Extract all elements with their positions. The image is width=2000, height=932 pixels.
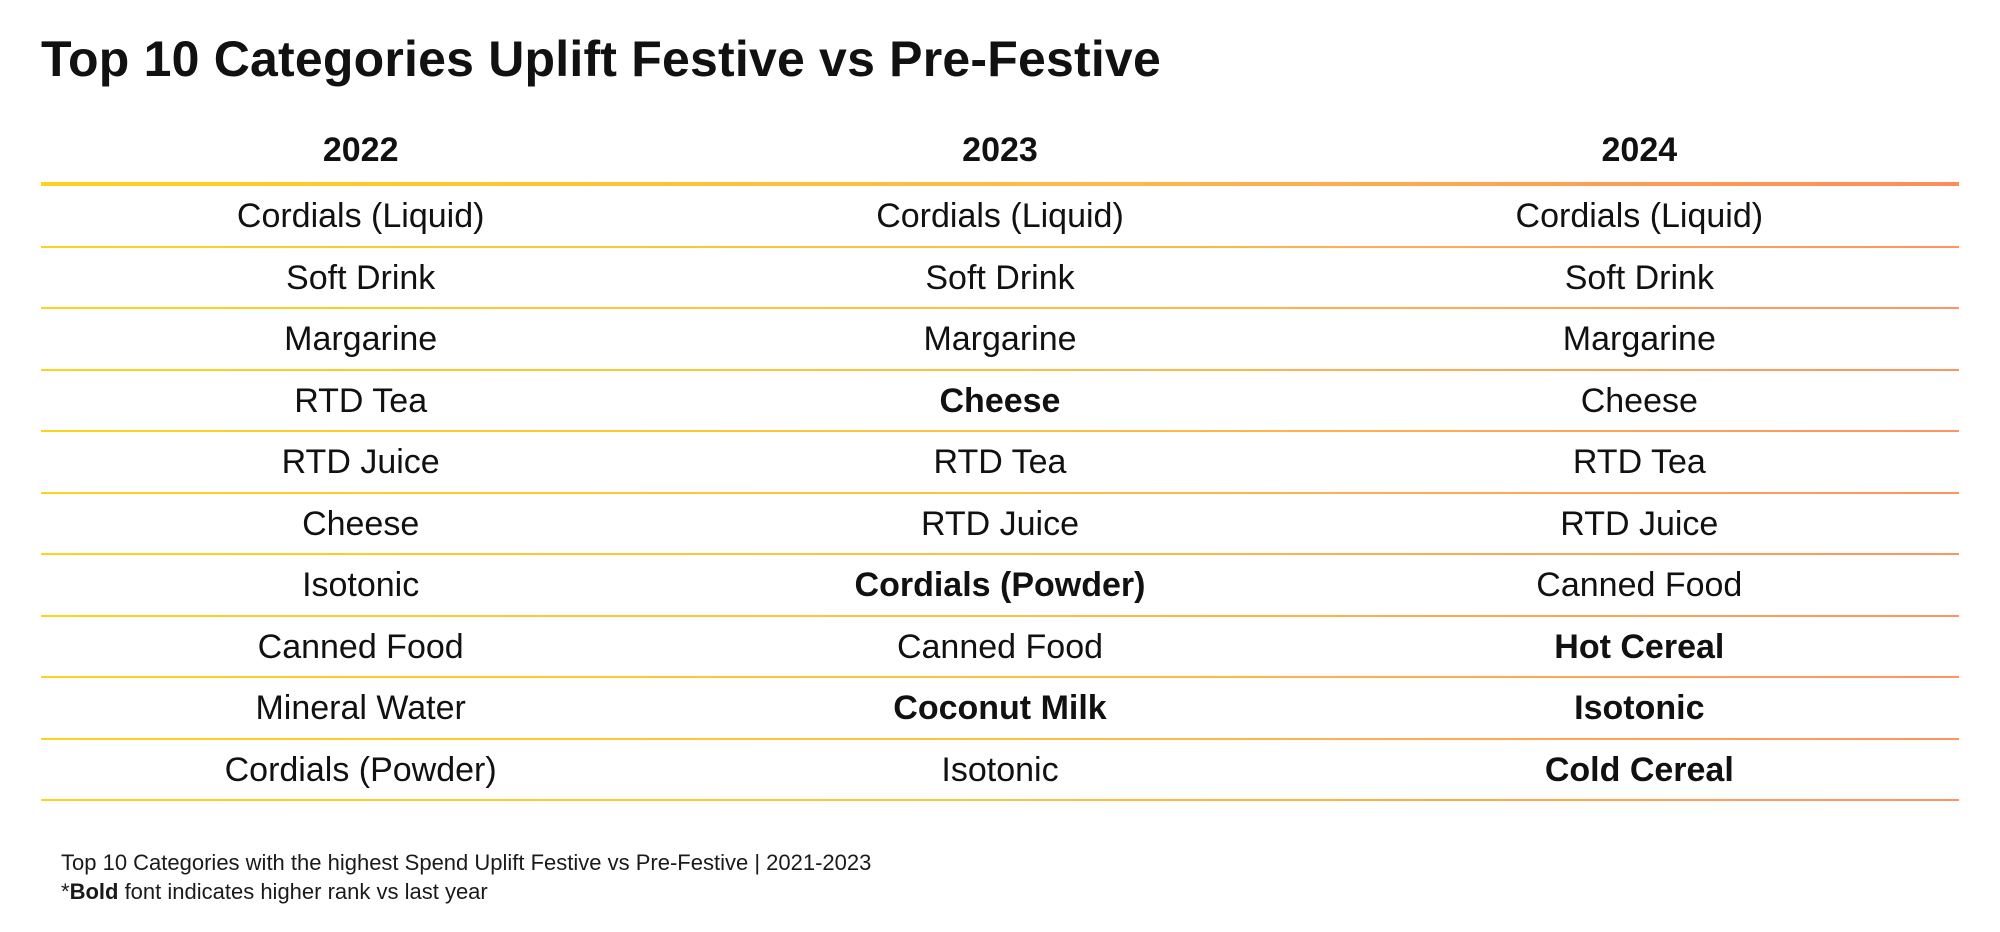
table-cell-2023: Coconut Milk: [893, 689, 1107, 728]
table-cell-2022: Canned Food: [257, 627, 464, 666]
table-cell-2024: Cold Cereal: [1544, 750, 1734, 789]
table-cell-2022: RTD Tea: [294, 381, 428, 420]
column-header-2023: 2023: [962, 130, 1038, 169]
header-divider: [41, 182, 1959, 186]
footnote-legend-text: font indicates higher rank vs last year: [118, 879, 488, 904]
table-cell-2022: Mineral Water: [255, 689, 466, 728]
table-row: RTD Tea Cheese Cheese: [41, 371, 1959, 433]
table-cell-2022: Cordials (Liquid): [236, 197, 485, 236]
footnote-asterisk: *: [61, 879, 70, 904]
table-row: Isotonic Cordials (Powder) Canned Food: [41, 555, 1959, 617]
table-row: Cordials (Powder) Isotonic Cold Cereal: [41, 740, 1959, 802]
page-title: Top 10 Categories Uplift Festive vs Pre-…: [41, 31, 1161, 87]
table-cell-2024: Canned Food: [1536, 566, 1743, 605]
footnote: Top 10 Categories with the highest Spend…: [61, 848, 871, 906]
table-cell-2023: Cheese: [939, 381, 1061, 420]
column-header-2022: 2022: [322, 130, 399, 169]
table-cell-2024: RTD Tea: [1572, 443, 1706, 482]
table-row: RTD Juice RTD Tea RTD Tea: [41, 432, 1959, 494]
table-cell-2024: Hot Cereal: [1554, 627, 1725, 666]
footnote-legend: *Bold font indicates higher rank vs last…: [61, 877, 871, 906]
table-cell-2024: Cordials (Liquid): [1515, 197, 1764, 236]
table-cell-2022: Soft Drink: [286, 258, 436, 297]
table-cell-2023: Cordials (Powder): [854, 566, 1146, 605]
table-cell-2024: Soft Drink: [1564, 258, 1714, 297]
table-cell-2022: Cheese: [302, 504, 420, 543]
ranking-table: 2022 2023 2024 Cordials (Liquid) Cordials…: [41, 118, 1959, 801]
table-cell-2023: RTD Juice: [920, 504, 1080, 543]
table-row: Cheese RTD Juice RTD Juice: [41, 494, 1959, 556]
table-row: Margarine Margarine Margarine: [41, 309, 1959, 371]
table-cell-2024: Margarine: [1562, 320, 1716, 359]
footnote-source: Top 10 Categories with the highest Spend…: [61, 850, 872, 875]
table-cell-2023: Canned Food: [896, 627, 1104, 666]
table-row: Cordials (Liquid) Cordials (Liquid) Cordia…: [41, 186, 1959, 248]
table-body: Cordials (Liquid) Cordials (Liquid) Cordia…: [41, 186, 1959, 801]
table-cell-2023: Cordials (Liquid): [876, 197, 1124, 236]
table-row: Soft Drink Soft Drink Soft Drink: [41, 248, 1959, 310]
table-cell-2022: Isotonic: [302, 566, 420, 605]
table-cell-2024: RTD Juice: [1560, 504, 1719, 543]
table-cell-2024: Cheese: [1580, 381, 1698, 420]
table-header-row: 2022 2023 2024: [41, 118, 1959, 182]
table-cell-2024: Isotonic: [1574, 689, 1705, 728]
footnote-bold-word: Bold: [69, 879, 119, 904]
table-cell-2023: RTD Tea: [933, 443, 1067, 482]
table-row: Mineral Water Coconut Milk Isotonic: [41, 678, 1959, 740]
table-row: Canned Food Canned Food Hot Cereal: [41, 617, 1959, 679]
table-cell-2022: Margarine: [284, 320, 438, 359]
table-cell-2023: Isotonic: [941, 750, 1059, 789]
table-cell-2023: Soft Drink: [925, 258, 1075, 297]
table-cell-2022: Cordials (Powder): [224, 750, 497, 789]
table-cell-2022: RTD Juice: [281, 443, 440, 482]
column-header-2024: 2024: [1601, 130, 1678, 169]
table-cell-2023: Margarine: [923, 320, 1077, 359]
